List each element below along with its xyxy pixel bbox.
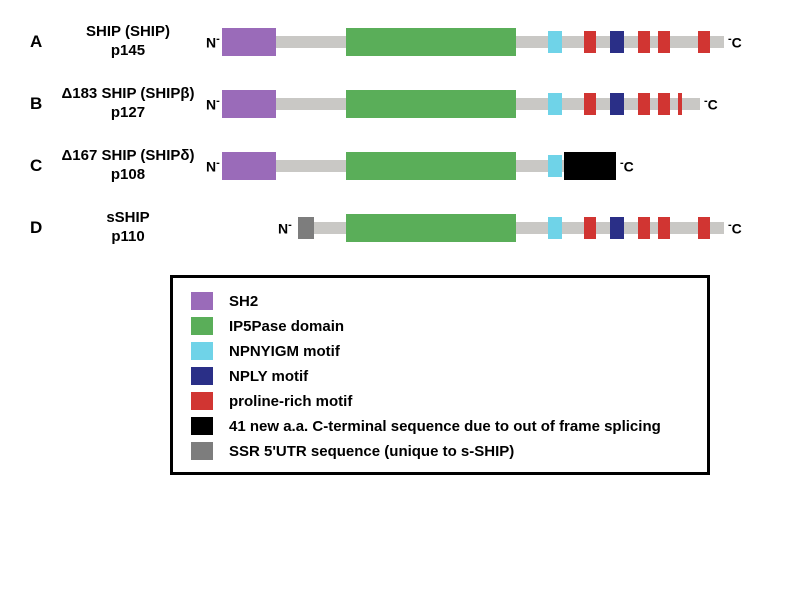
ssr-domain — [298, 217, 314, 239]
legend-label: NPNYIGM motif — [229, 343, 340, 360]
newseq-domain — [564, 152, 616, 180]
n-terminal-label: N- — [278, 219, 292, 237]
isoform-name: Δ183 SHIP (SHIPβ) — [58, 85, 198, 104]
npnyigm-domain — [548, 93, 562, 115]
legend-swatch — [191, 342, 213, 360]
isoform-label: Δ183 SHIP (SHIPβ)p127 — [58, 85, 208, 123]
proline-domain — [698, 31, 710, 53]
c-terminal-label: -C — [620, 157, 634, 175]
isoform-label: sSHIPp110 — [58, 209, 208, 247]
panel-letter: D — [30, 218, 58, 238]
n-terminal-label: N- — [206, 33, 220, 51]
legend-row: proline-rich motif — [191, 392, 689, 410]
legend-label: SH2 — [229, 293, 258, 310]
isoform-name: SHIP (SHIP) — [58, 23, 198, 42]
ip5pase-domain — [346, 90, 516, 118]
panel-letter: C — [30, 156, 58, 176]
legend-box: SH2 IP5Pase domain NPNYIGM motif NPLY motif… — [170, 275, 710, 475]
legend-row: NPNYIGM motif — [191, 342, 689, 360]
legend-label: proline-rich motif — [229, 393, 352, 410]
isoform-weight: p127 — [58, 104, 198, 123]
protein-diagram: N- -C — [208, 28, 748, 56]
n-terminal-label: N- — [206, 157, 220, 175]
isoform-weight: p145 — [58, 42, 198, 61]
legend-swatch — [191, 442, 213, 460]
panel-letter: A — [30, 32, 58, 52]
proline-domain — [678, 93, 682, 115]
ip5pase-domain — [346, 152, 516, 180]
proline-domain — [638, 217, 650, 239]
isoform-row: CΔ167 SHIP (SHIPδ)p108N--C — [30, 144, 770, 188]
n-terminal-label: N- — [206, 95, 220, 113]
legend-swatch — [191, 392, 213, 410]
legend-label: IP5Pase domain — [229, 318, 344, 335]
c-terminal-label: -C — [704, 95, 718, 113]
legend-label: 41 new a.a. C-terminal sequence due to o… — [229, 418, 661, 435]
isoform-weight: p110 — [58, 228, 198, 247]
isoform-name: Δ167 SHIP (SHIPδ) — [58, 147, 198, 166]
proline-domain — [658, 31, 670, 53]
npnyigm-domain — [548, 217, 562, 239]
isoform-label: Δ167 SHIP (SHIPδ)p108 — [58, 147, 208, 185]
ip5pase-domain — [346, 28, 516, 56]
isoforms-container: ASHIP (SHIP)p145N--CBΔ183 SHIP (SHIPβ)p1… — [30, 20, 770, 250]
npnyigm-domain — [548, 155, 562, 177]
proline-domain — [698, 217, 710, 239]
legend-label: SSR 5'UTR sequence (unique to s-SHIP) — [229, 443, 514, 460]
isoform-label: SHIP (SHIP)p145 — [58, 23, 208, 61]
protein-diagram: N- -C — [208, 90, 748, 118]
protein-diagram: N- -C — [208, 152, 748, 180]
nply-domain — [610, 217, 624, 239]
sh2-domain — [222, 90, 276, 118]
sh2-domain — [222, 152, 276, 180]
legend-swatch — [191, 417, 213, 435]
npnyigm-domain — [548, 31, 562, 53]
legend-swatch — [191, 317, 213, 335]
proline-domain — [584, 217, 596, 239]
legend-container: SH2 IP5Pase domain NPNYIGM motif NPLY motif… — [191, 292, 689, 460]
ip5pase-domain — [346, 214, 516, 242]
isoform-row: ASHIP (SHIP)p145N--C — [30, 20, 770, 64]
sh2-domain — [222, 28, 276, 56]
legend-swatch — [191, 367, 213, 385]
proline-domain — [658, 93, 670, 115]
protein-diagram: N- -C — [208, 214, 748, 242]
proline-domain — [584, 31, 596, 53]
isoform-weight: p108 — [58, 166, 198, 185]
legend-label: NPLY motif — [229, 368, 308, 385]
legend-swatch — [191, 292, 213, 310]
c-terminal-label: -C — [728, 33, 742, 51]
legend-row: 41 new a.a. C-terminal sequence due to o… — [191, 417, 689, 435]
panel-letter: B — [30, 94, 58, 114]
nply-domain — [610, 93, 624, 115]
proline-domain — [658, 217, 670, 239]
isoform-row: BΔ183 SHIP (SHIPβ)p127N--C — [30, 82, 770, 126]
legend-row: NPLY motif — [191, 367, 689, 385]
isoform-row: DsSHIPp110 N- -C — [30, 206, 770, 250]
legend-row: SSR 5'UTR sequence (unique to s-SHIP) — [191, 442, 689, 460]
proline-domain — [638, 31, 650, 53]
legend-row: SH2 — [191, 292, 689, 310]
nply-domain — [610, 31, 624, 53]
proline-domain — [584, 93, 596, 115]
legend-row: IP5Pase domain — [191, 317, 689, 335]
c-terminal-label: -C — [728, 219, 742, 237]
proline-domain — [638, 93, 650, 115]
isoform-name: sSHIP — [58, 209, 198, 228]
